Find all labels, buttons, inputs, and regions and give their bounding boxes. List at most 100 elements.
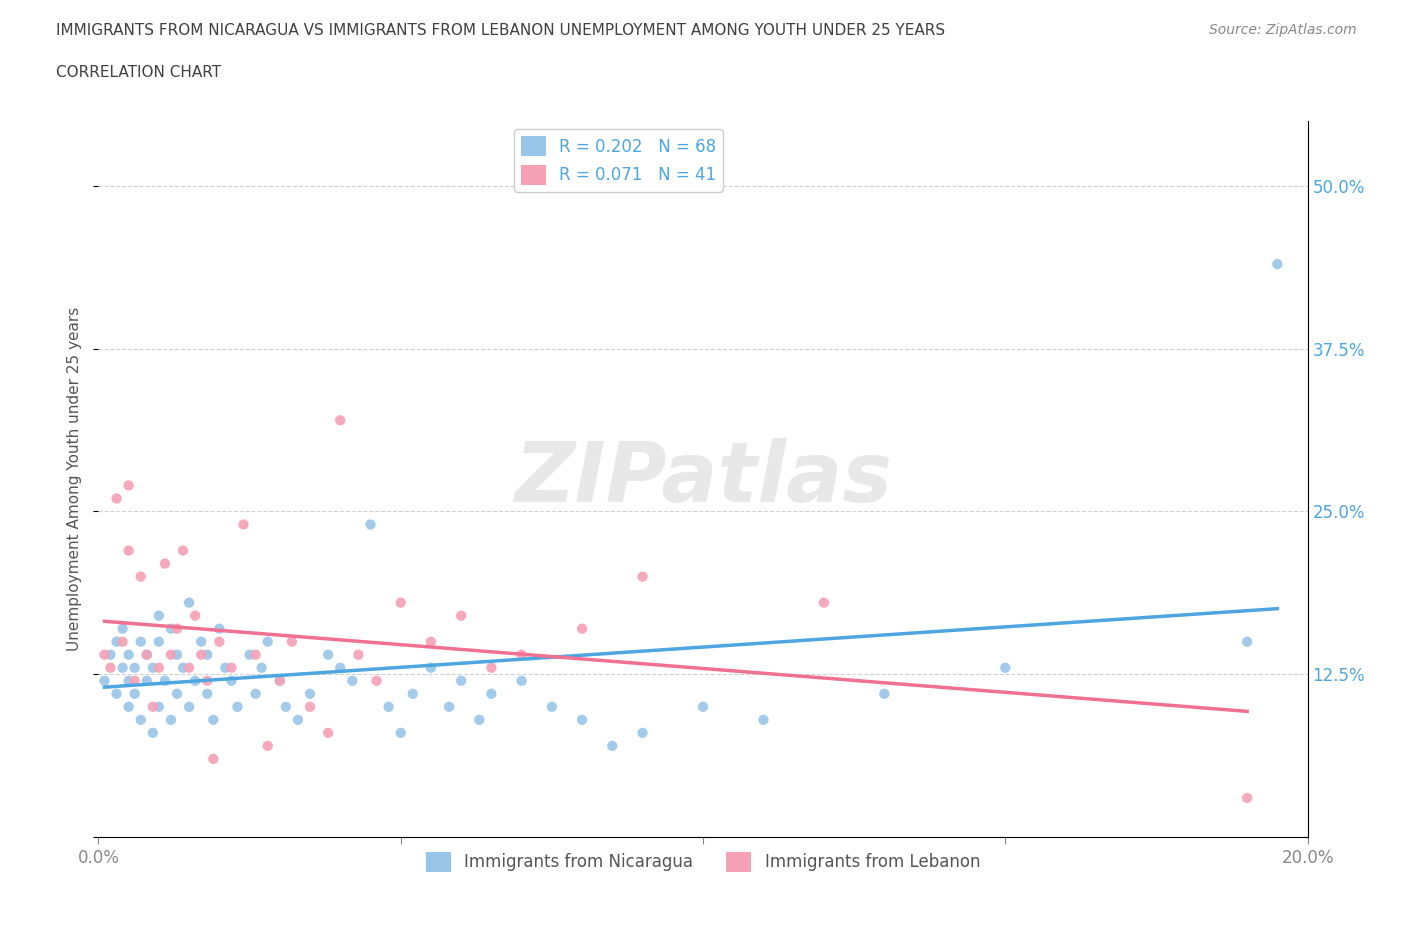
Y-axis label: Unemployment Among Youth under 25 years: Unemployment Among Youth under 25 years bbox=[67, 307, 83, 651]
Point bbox=[184, 673, 207, 688]
Point bbox=[208, 621, 231, 636]
Point bbox=[111, 660, 134, 675]
Point bbox=[208, 634, 231, 649]
Point bbox=[481, 660, 503, 675]
Point bbox=[1236, 790, 1258, 805]
Point bbox=[329, 660, 352, 675]
Point bbox=[190, 634, 212, 649]
Point bbox=[389, 595, 412, 610]
Point bbox=[1236, 634, 1258, 649]
Point bbox=[389, 725, 412, 740]
Point bbox=[602, 738, 624, 753]
Point bbox=[111, 621, 134, 636]
Text: IMMIGRANTS FROM NICARAGUA VS IMMIGRANTS FROM LEBANON UNEMPLOYMENT AMONG YOUTH UN: IMMIGRANTS FROM NICARAGUA VS IMMIGRANTS … bbox=[56, 23, 945, 38]
Point bbox=[281, 634, 304, 649]
Point bbox=[160, 621, 183, 636]
Point bbox=[631, 725, 654, 740]
Point bbox=[316, 647, 339, 662]
Point bbox=[481, 686, 503, 701]
Point bbox=[571, 712, 593, 727]
Point bbox=[752, 712, 775, 727]
Point bbox=[202, 712, 225, 727]
Point bbox=[269, 673, 291, 688]
Point bbox=[221, 673, 243, 688]
Point bbox=[402, 686, 425, 701]
Point bbox=[148, 634, 170, 649]
Point bbox=[118, 478, 141, 493]
Point bbox=[245, 647, 267, 662]
Point bbox=[510, 673, 533, 688]
Point bbox=[420, 634, 443, 649]
Point bbox=[160, 712, 183, 727]
Point bbox=[118, 699, 141, 714]
Point bbox=[153, 556, 176, 571]
Point bbox=[153, 673, 176, 688]
Text: CORRELATION CHART: CORRELATION CHART bbox=[56, 65, 221, 80]
Point bbox=[166, 686, 188, 701]
Point bbox=[195, 647, 218, 662]
Point bbox=[142, 699, 165, 714]
Point bbox=[135, 647, 157, 662]
Point bbox=[540, 699, 562, 714]
Point bbox=[813, 595, 835, 610]
Point bbox=[347, 647, 370, 662]
Point bbox=[184, 608, 207, 623]
Point bbox=[100, 660, 122, 675]
Point bbox=[105, 634, 128, 649]
Point bbox=[329, 413, 352, 428]
Point bbox=[232, 517, 254, 532]
Point bbox=[342, 673, 364, 688]
Point bbox=[166, 647, 188, 662]
Point bbox=[118, 543, 141, 558]
Point bbox=[571, 621, 593, 636]
Point bbox=[510, 647, 533, 662]
Point bbox=[450, 608, 472, 623]
Point bbox=[93, 647, 115, 662]
Point bbox=[239, 647, 262, 662]
Point bbox=[377, 699, 399, 714]
Point bbox=[245, 686, 267, 701]
Point bbox=[129, 569, 152, 584]
Point bbox=[129, 634, 152, 649]
Point bbox=[873, 686, 896, 701]
Point bbox=[360, 517, 382, 532]
Point bbox=[468, 712, 491, 727]
Point bbox=[420, 660, 443, 675]
Point bbox=[129, 712, 152, 727]
Point bbox=[118, 673, 141, 688]
Point bbox=[226, 699, 249, 714]
Point bbox=[135, 673, 157, 688]
Point bbox=[287, 712, 309, 727]
Point bbox=[118, 647, 141, 662]
Point bbox=[195, 673, 218, 688]
Point bbox=[316, 725, 339, 740]
Point bbox=[142, 725, 165, 740]
Point bbox=[93, 673, 115, 688]
Point bbox=[124, 686, 146, 701]
Point bbox=[160, 647, 183, 662]
Point bbox=[100, 647, 122, 662]
Point bbox=[631, 569, 654, 584]
Point bbox=[250, 660, 273, 675]
Point bbox=[994, 660, 1017, 675]
Point bbox=[179, 660, 201, 675]
Point bbox=[437, 699, 460, 714]
Text: ZIPatlas: ZIPatlas bbox=[515, 438, 891, 520]
Point bbox=[256, 634, 278, 649]
Point bbox=[221, 660, 243, 675]
Point bbox=[450, 673, 472, 688]
Point bbox=[124, 660, 146, 675]
Point bbox=[172, 543, 194, 558]
Point bbox=[256, 738, 278, 753]
Point bbox=[1267, 257, 1289, 272]
Point bbox=[166, 621, 188, 636]
Text: Source: ZipAtlas.com: Source: ZipAtlas.com bbox=[1209, 23, 1357, 37]
Point bbox=[135, 647, 157, 662]
Point bbox=[202, 751, 225, 766]
Point bbox=[366, 673, 388, 688]
Legend: Immigrants from Nicaragua, Immigrants from Lebanon: Immigrants from Nicaragua, Immigrants fr… bbox=[419, 845, 987, 879]
Point bbox=[148, 608, 170, 623]
Point bbox=[179, 595, 201, 610]
Point bbox=[274, 699, 297, 714]
Point bbox=[142, 660, 165, 675]
